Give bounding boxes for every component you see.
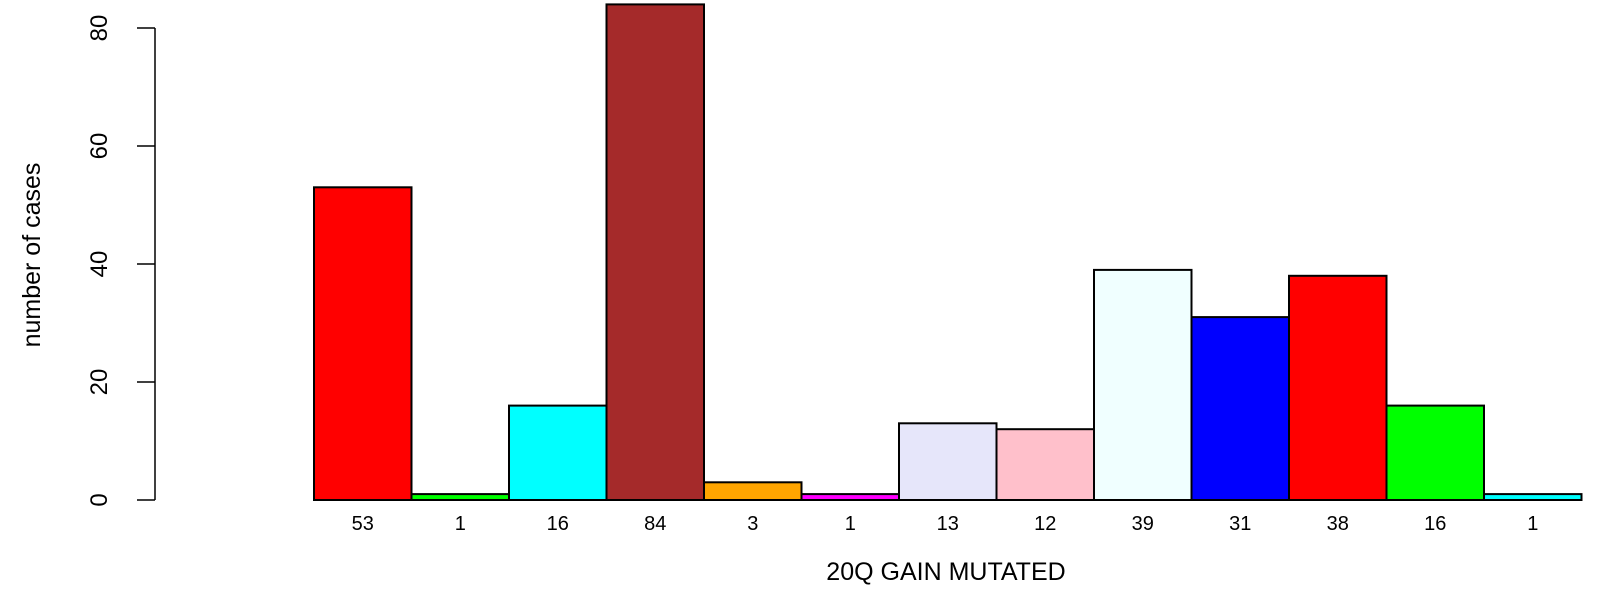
x-tick-label: 39 xyxy=(1132,513,1154,535)
bar-13 xyxy=(1483,493,1583,502)
x-tick-label: 1 xyxy=(845,513,856,535)
bar-1 xyxy=(313,186,413,502)
x-tick-label: 3 xyxy=(747,513,758,535)
y-tick-label: 0 xyxy=(86,493,113,506)
bar-8 xyxy=(995,428,1095,502)
bar-3 xyxy=(508,404,608,502)
x-tick-label: 31 xyxy=(1229,513,1251,535)
bar-9 xyxy=(1093,268,1193,501)
x-tick-label: 1 xyxy=(455,513,466,535)
x-tick-label: 84 xyxy=(644,513,666,535)
bar-10 xyxy=(1190,316,1290,501)
y-tick-label: 20 xyxy=(86,369,113,396)
y-tick-label: 60 xyxy=(86,133,113,160)
x-tick-label: 53 xyxy=(352,513,374,535)
bar-12 xyxy=(1385,404,1485,502)
y-axis: 0 20 40 60 80 xyxy=(86,15,156,507)
x-tick-label: 12 xyxy=(1034,513,1056,535)
bars-layer xyxy=(313,3,1583,502)
x-tick-label: 16 xyxy=(547,513,569,535)
bar-6 xyxy=(800,493,900,502)
x-tick-label: 38 xyxy=(1327,513,1349,535)
x-tick-label: 13 xyxy=(937,513,959,535)
bar-4 xyxy=(605,3,705,502)
y-tick-label: 80 xyxy=(86,15,113,42)
x-tick-label: 1 xyxy=(1527,513,1538,535)
bar-5 xyxy=(703,481,803,501)
x-axis-label: 20Q GAIN MUTATED xyxy=(826,558,1065,586)
x-tick-label: 16 xyxy=(1424,513,1446,535)
x-tick-labels: 53 1 16 84 3 1 13 12 39 31 38 16 1 xyxy=(352,513,1539,535)
y-axis-label: number of cases xyxy=(18,163,46,348)
bar-7 xyxy=(898,422,998,501)
bar-2 xyxy=(410,493,510,502)
bar-11 xyxy=(1288,274,1388,501)
y-tick-label: 40 xyxy=(86,251,113,278)
